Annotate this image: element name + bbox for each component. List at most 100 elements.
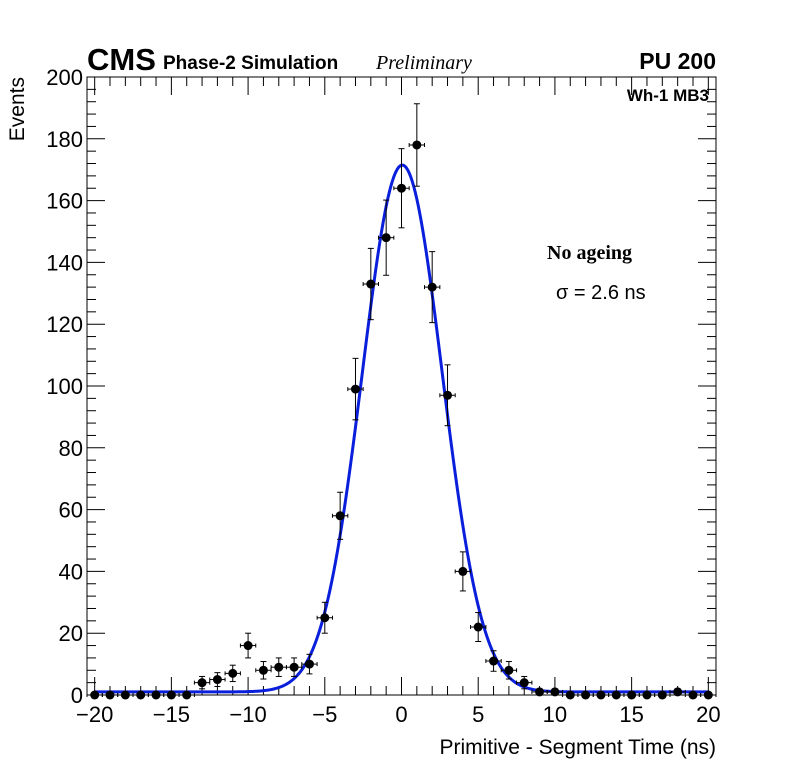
data-marker: [519, 678, 529, 688]
x-tick-label: 15: [619, 702, 643, 727]
y-tick-label: 140: [46, 250, 83, 275]
data-marker: [274, 662, 284, 672]
y-tick-label: 160: [46, 189, 83, 214]
data-point: [285, 657, 303, 677]
data-marker: [320, 613, 330, 623]
data-point: [270, 657, 287, 677]
data-marker: [673, 687, 683, 697]
data-marker: [688, 690, 698, 700]
data-point: [408, 103, 426, 187]
preliminary-label: Preliminary: [375, 52, 472, 74]
data-marker: [105, 690, 115, 700]
data-marker: [381, 233, 391, 243]
data-point: [454, 551, 472, 592]
cms-label: CMS: [87, 42, 156, 77]
data-marker: [228, 668, 238, 678]
y-axis: 0 20 40 60 80 100 120 140 160 180 200: [46, 65, 716, 708]
sigma-label: σ = 2.6 ns: [556, 282, 646, 304]
data-marker: [473, 622, 483, 632]
data-point: [684, 690, 702, 700]
data-marker: [458, 566, 468, 576]
x-tick-label: 0: [395, 702, 407, 727]
data-point: [316, 601, 333, 634]
data-point: [224, 664, 241, 683]
x-axis-title: Primitive - Segment Time (ns): [439, 736, 716, 759]
data-marker: [596, 690, 606, 700]
data-point: [546, 687, 564, 697]
x-tick-label: −5: [312, 702, 337, 727]
data-point: [424, 251, 441, 324]
data-point: [209, 672, 226, 687]
data-marker: [120, 690, 130, 700]
data-point: [132, 690, 149, 700]
y-tick-label: 0: [71, 683, 83, 708]
data-marker: [197, 678, 207, 688]
data-point: [700, 690, 717, 700]
x-tick-label: 5: [472, 702, 484, 727]
y-tick-label: 60: [59, 498, 83, 523]
data-marker: [627, 690, 637, 700]
x-axis: −20 −15 −10 −5 0 5 10 15 20: [76, 77, 721, 727]
data-marker: [166, 690, 176, 700]
x-tick-label: 10: [543, 702, 567, 727]
sigma-value: = 2.6 ns: [568, 282, 645, 304]
data-point: [654, 690, 671, 700]
data-point: [500, 661, 518, 680]
data-marker: [151, 690, 161, 700]
y-tick-label: 40: [59, 559, 83, 584]
data-marker: [350, 384, 360, 394]
data-marker: [90, 690, 100, 700]
data-marker: [581, 690, 591, 700]
data-point: [516, 675, 533, 690]
y-tick-label: 100: [46, 374, 83, 399]
condition-label: No ageing: [547, 242, 632, 264]
data-point: [178, 690, 195, 700]
data-marker: [535, 687, 545, 697]
y-tick-label: 80: [59, 436, 83, 461]
y-tick-label: 200: [46, 65, 83, 90]
data-point: [239, 632, 257, 659]
data-marker: [243, 641, 253, 651]
y-axis-title: Events: [6, 77, 29, 141]
data-marker: [550, 687, 560, 697]
sigma-symbol: σ: [556, 282, 569, 304]
data-marker: [412, 140, 422, 150]
x-tick-label: −15: [153, 702, 190, 727]
data-marker: [136, 690, 146, 700]
data-marker: [443, 390, 453, 400]
data-marker: [212, 675, 222, 685]
data-point: [608, 690, 625, 700]
x-tick-label: −10: [229, 702, 266, 727]
data-marker: [504, 665, 514, 675]
data-marker: [427, 282, 437, 292]
data-point: [485, 650, 502, 672]
data-marker: [611, 690, 621, 700]
pileup-label: PU 200: [639, 48, 716, 74]
data-point: [147, 690, 165, 700]
data-point: [470, 612, 487, 643]
data-marker: [489, 656, 499, 666]
data-point: [439, 364, 456, 427]
data-point: [331, 491, 349, 540]
data-marker: [642, 690, 652, 700]
data-marker: [703, 690, 713, 700]
data-point: [301, 653, 318, 675]
data-point: [255, 661, 272, 680]
data-marker: [289, 662, 299, 672]
data-point: [193, 675, 211, 690]
y-tick-label: 120: [46, 312, 83, 337]
data-point: [347, 357, 364, 421]
data-point: [669, 687, 686, 697]
data-marker: [258, 665, 268, 675]
data-point: [377, 199, 395, 276]
x-tick-label: 20: [696, 702, 720, 727]
data-points: [86, 103, 717, 700]
y-tick-label: 20: [59, 621, 83, 646]
data-point: [393, 148, 410, 229]
region-label: Wh-1 MB3: [627, 86, 709, 105]
data-marker: [335, 511, 345, 521]
data-marker: [397, 183, 406, 193]
subtitle-label: Phase-2 Simulation: [163, 53, 338, 74]
data-point: [531, 687, 548, 697]
